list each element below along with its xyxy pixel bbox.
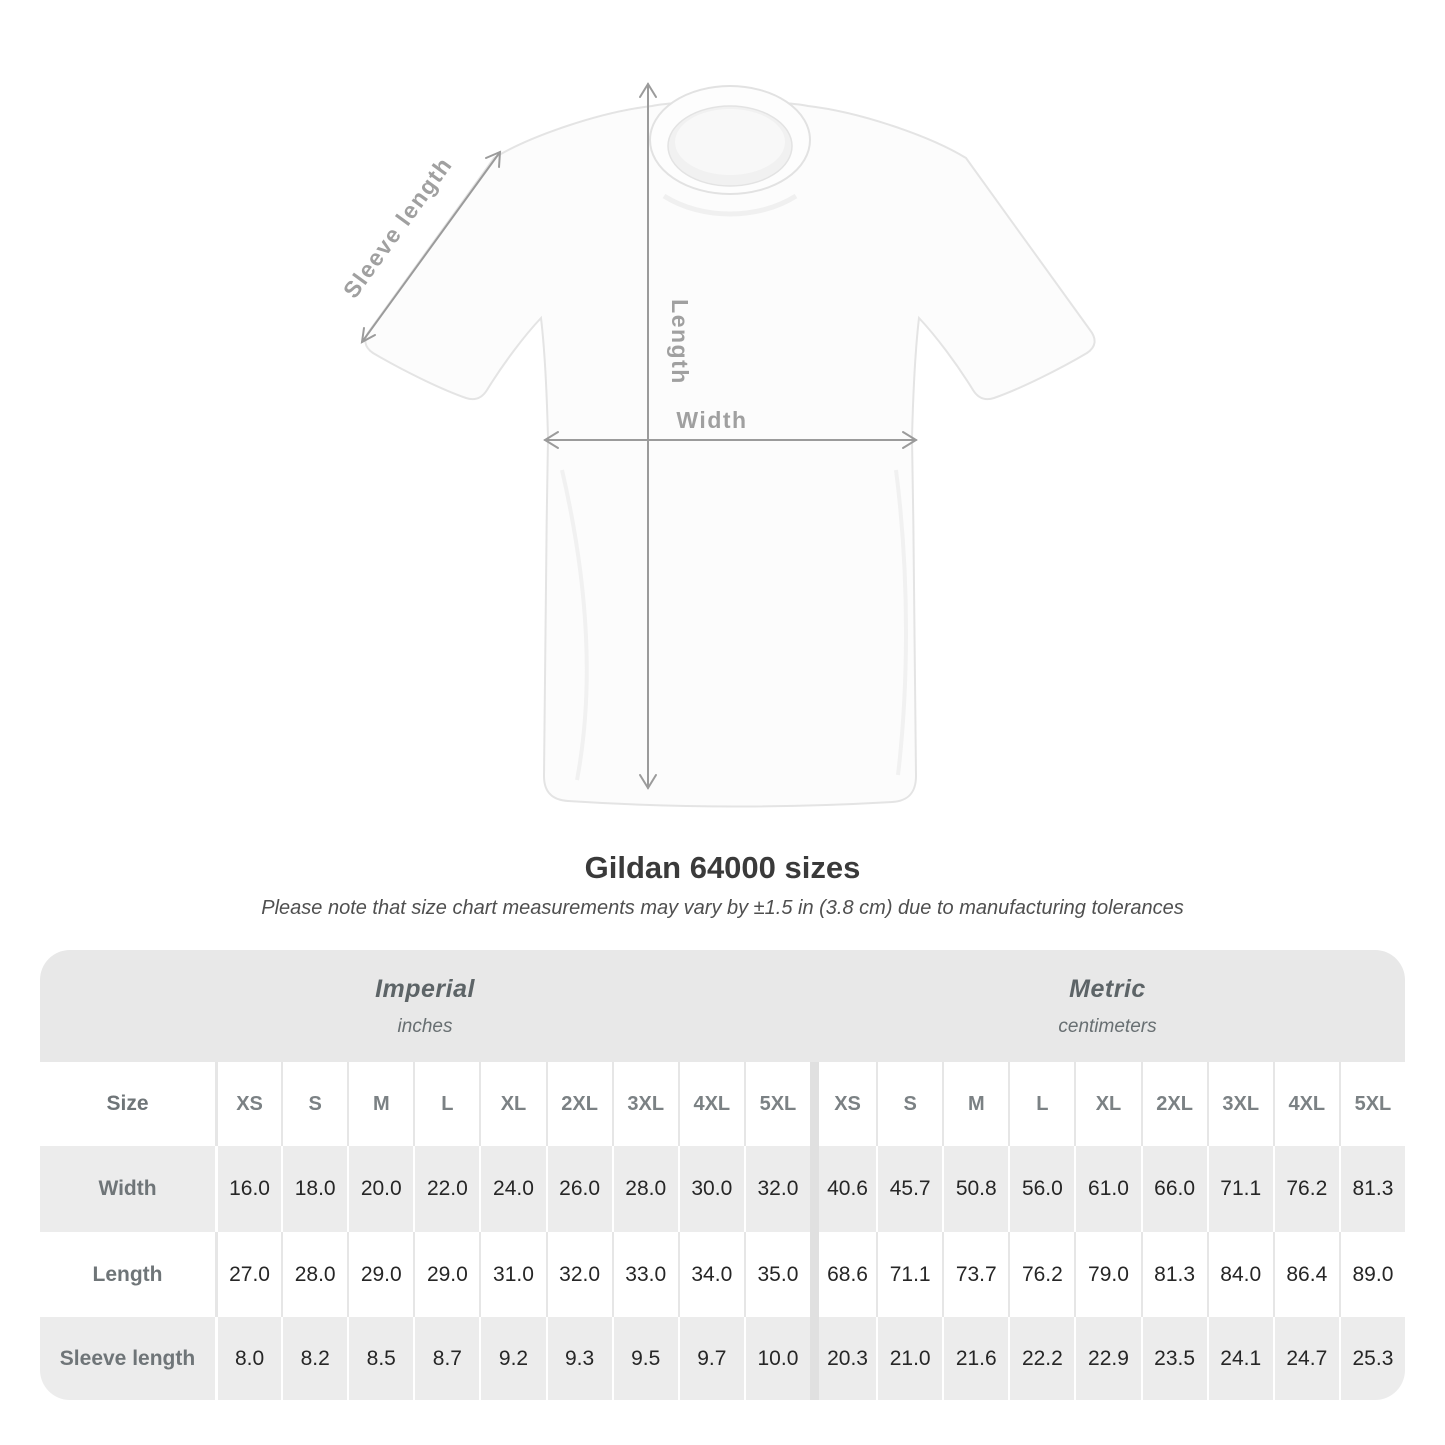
value-cell: 10.0 bbox=[743, 1317, 810, 1400]
size-header-cell: M bbox=[942, 1062, 1009, 1146]
row-header: Length bbox=[40, 1232, 215, 1317]
fabric-fold bbox=[894, 469, 908, 776]
imperial-unit: inches bbox=[397, 1015, 453, 1037]
value-cell: 86.4 bbox=[1272, 1232, 1339, 1317]
value-cell: 8.5 bbox=[347, 1317, 414, 1400]
value-cell: 29.0 bbox=[413, 1232, 480, 1317]
value-cell: 31.0 bbox=[479, 1232, 546, 1317]
value-cell: 23.5 bbox=[1140, 1317, 1207, 1400]
tshirt-graphic bbox=[364, 100, 1096, 808]
value-cell: 71.1 bbox=[1206, 1146, 1273, 1232]
imperial-section-header: Imperial inches bbox=[40, 950, 810, 1062]
size-header-cell: 3XL bbox=[611, 1062, 678, 1146]
value-cell: 9.7 bbox=[677, 1317, 744, 1400]
collar-inner-highlight bbox=[675, 109, 785, 175]
size-table-grid: Imperial inches Metric centimeters Size X… bbox=[40, 950, 1405, 1400]
value-cell: 76.2 bbox=[1272, 1146, 1339, 1232]
value-cell: 28.0 bbox=[281, 1232, 348, 1317]
value-cell: 24.1 bbox=[1206, 1317, 1273, 1400]
size-header-cell: 5XL bbox=[1338, 1062, 1405, 1146]
value-cell: 40.6 bbox=[810, 1146, 877, 1232]
value-cell: 66.0 bbox=[1140, 1146, 1207, 1232]
size-header-cell: 4XL bbox=[677, 1062, 744, 1146]
value-cell: 81.3 bbox=[1338, 1146, 1405, 1232]
value-cell: 20.0 bbox=[347, 1146, 414, 1232]
value-cell: 22.9 bbox=[1074, 1317, 1141, 1400]
value-cell: 89.0 bbox=[1338, 1232, 1405, 1317]
value-cell: 9.5 bbox=[611, 1317, 678, 1400]
value-cell: 8.0 bbox=[215, 1317, 282, 1400]
size-header-cell: 4XL bbox=[1272, 1062, 1339, 1146]
value-cell: 22.2 bbox=[1008, 1317, 1075, 1400]
tolerance-note: Please note that size chart measurements… bbox=[261, 897, 1184, 919]
value-cell: 73.7 bbox=[942, 1232, 1009, 1317]
length-label: Length bbox=[667, 299, 693, 385]
value-cell: 71.1 bbox=[876, 1232, 943, 1317]
value-cell: 76.2 bbox=[1008, 1232, 1075, 1317]
value-cell: 84.0 bbox=[1206, 1232, 1273, 1317]
metric-section-header: Metric centimeters bbox=[810, 950, 1405, 1062]
size-header-cell: XS bbox=[810, 1062, 877, 1146]
value-cell: 27.0 bbox=[215, 1232, 282, 1317]
value-cell: 30.0 bbox=[677, 1146, 744, 1232]
length-arrow bbox=[639, 82, 657, 790]
size-header-cell: 3XL bbox=[1206, 1062, 1273, 1146]
page-title: Gildan 64000 sizes bbox=[584, 850, 861, 885]
value-cell: 45.7 bbox=[876, 1146, 943, 1232]
imperial-title: Imperial bbox=[375, 974, 475, 1003]
value-cell: 8.2 bbox=[281, 1317, 348, 1400]
value-cell: 34.0 bbox=[677, 1232, 744, 1317]
size-header-cell: XL bbox=[1074, 1062, 1141, 1146]
value-cell: 33.0 bbox=[611, 1232, 678, 1317]
size-table: Imperial inches Metric centimeters Size X… bbox=[40, 950, 1405, 1400]
value-cell: 79.0 bbox=[1074, 1232, 1141, 1317]
value-cell: 56.0 bbox=[1008, 1146, 1075, 1232]
size-header-cell: 5XL bbox=[743, 1062, 810, 1146]
value-cell: 61.0 bbox=[1074, 1146, 1141, 1232]
value-cell: 24.0 bbox=[479, 1146, 546, 1232]
value-cell: 28.0 bbox=[611, 1146, 678, 1232]
value-cell: 16.0 bbox=[215, 1146, 282, 1232]
row-header: Sleeve length bbox=[40, 1317, 215, 1400]
size-header-cell: 2XL bbox=[545, 1062, 612, 1146]
size-header-cell: L bbox=[413, 1062, 480, 1146]
size-header-cell: XL bbox=[479, 1062, 546, 1146]
metric-title: Metric bbox=[1069, 974, 1146, 1003]
value-cell: 21.0 bbox=[876, 1317, 943, 1400]
value-cell: 26.0 bbox=[545, 1146, 612, 1232]
sleeve-length-arrow bbox=[360, 150, 502, 344]
value-cell: 9.2 bbox=[479, 1317, 546, 1400]
value-cell: 32.0 bbox=[743, 1146, 810, 1232]
value-cell: 81.3 bbox=[1140, 1232, 1207, 1317]
value-cell: 18.0 bbox=[281, 1146, 348, 1232]
value-cell: 24.7 bbox=[1272, 1317, 1339, 1400]
size-header-cell: XS bbox=[215, 1062, 282, 1146]
value-cell: 35.0 bbox=[743, 1232, 810, 1317]
size-header-cell: M bbox=[347, 1062, 414, 1146]
value-cell: 22.0 bbox=[413, 1146, 480, 1232]
metric-unit: centimeters bbox=[1058, 1015, 1157, 1037]
fabric-fold bbox=[560, 469, 589, 781]
fabric-fold bbox=[662, 193, 798, 217]
value-cell: 21.6 bbox=[942, 1317, 1009, 1400]
value-cell: 29.0 bbox=[347, 1232, 414, 1317]
value-cell: 25.3 bbox=[1338, 1317, 1405, 1400]
value-cell: 8.7 bbox=[413, 1317, 480, 1400]
size-header-cell: S bbox=[281, 1062, 348, 1146]
row-header: Width bbox=[40, 1146, 215, 1232]
tshirt-measurement-diagram: Sleeve length Length Width bbox=[338, 82, 1096, 808]
row-header: Size bbox=[40, 1062, 215, 1146]
size-header-cell: 2XL bbox=[1140, 1062, 1207, 1146]
size-header-cell: S bbox=[876, 1062, 943, 1146]
value-cell: 9.3 bbox=[545, 1317, 612, 1400]
width-label: Width bbox=[676, 407, 747, 433]
width-arrow bbox=[543, 431, 918, 449]
size-header-cell: L bbox=[1008, 1062, 1075, 1146]
value-cell: 68.6 bbox=[810, 1232, 877, 1317]
value-cell: 32.0 bbox=[545, 1232, 612, 1317]
value-cell: 50.8 bbox=[942, 1146, 1009, 1232]
value-cell: 20.3 bbox=[810, 1317, 877, 1400]
